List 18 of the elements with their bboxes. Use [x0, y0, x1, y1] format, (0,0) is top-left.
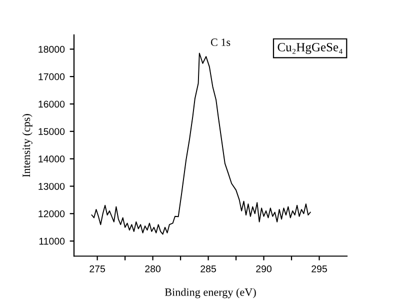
y-tick-label: 14000 [38, 156, 65, 162]
y-tick-label: 11000 [39, 238, 65, 245]
x-tick-label: 295 [312, 265, 327, 272]
y-axis-title: Intensity (cps) [22, 114, 32, 178]
x-tick-label: 280 [145, 265, 161, 272]
x-axis-title: Binding energy (eV) [164, 288, 256, 298]
x-tick-label: 285 [200, 265, 216, 272]
y-tick-label: 13000 [38, 182, 65, 190]
annotation: Cu₂HgGeSe₄ [278, 42, 342, 54]
y-tick-label: 12000 [38, 210, 65, 218]
x-tick-label: 290 [256, 265, 272, 272]
line-series [91, 52, 311, 235]
y-tick-label: 15000 [38, 128, 65, 136]
y-tick-label: 18000 [38, 46, 65, 53]
annotation: C 1s [210, 38, 230, 46]
y-tick-label: 17000 [38, 73, 65, 80]
y-tick-label: 16000 [38, 100, 65, 108]
x-tick-label: 275 [90, 265, 106, 272]
